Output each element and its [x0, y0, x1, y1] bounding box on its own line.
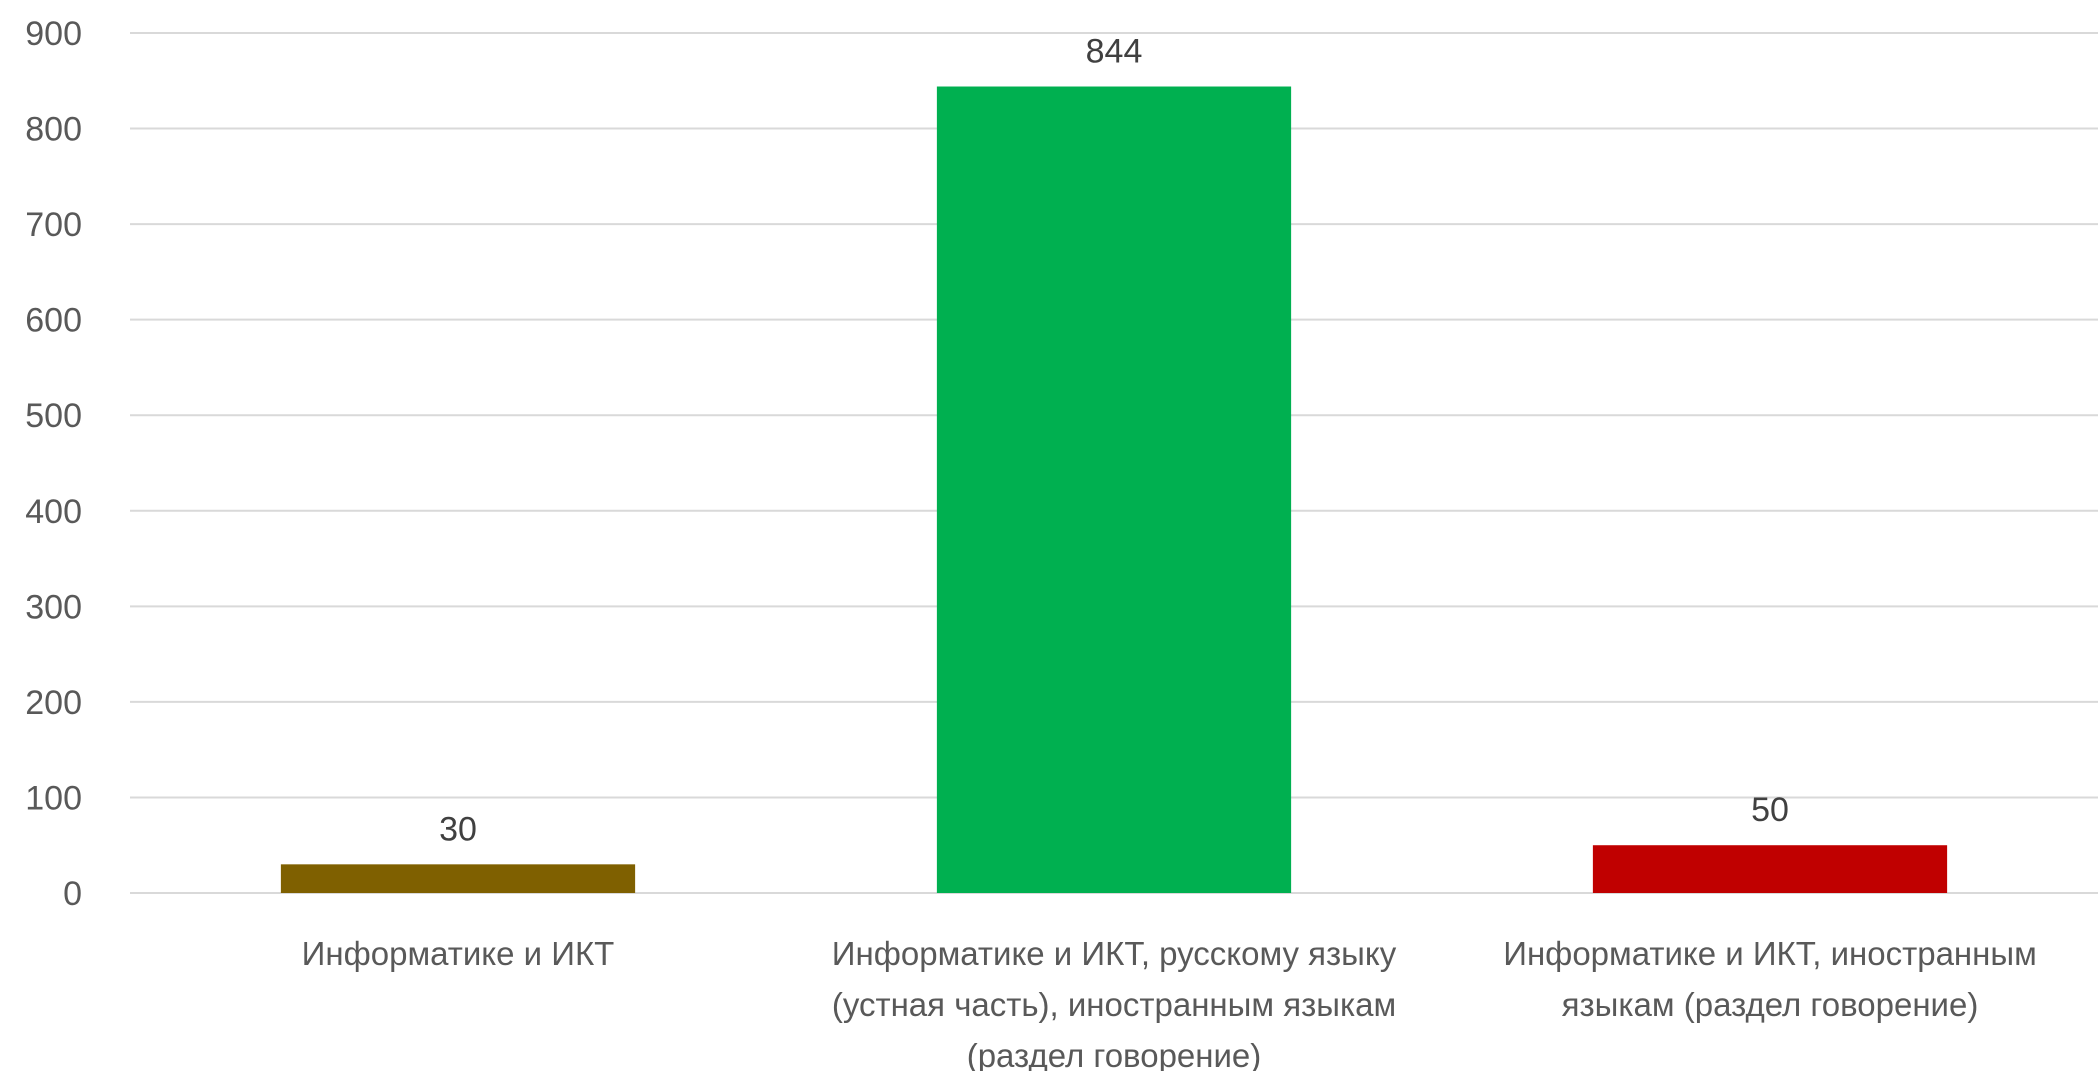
- bars: [280, 86, 1948, 893]
- y-tick-label: 700: [25, 206, 82, 244]
- data-labels: 30 844 50: [439, 33, 1789, 849]
- y-tick-label: 300: [25, 588, 82, 626]
- y-tick-label: 800: [25, 111, 82, 149]
- category-label-line: (раздел говорение): [967, 1037, 1262, 1071]
- y-tick-label: 400: [25, 493, 82, 531]
- bar-2: [936, 86, 1292, 893]
- data-label-1: 30: [439, 810, 477, 848]
- category-label-line: Информатике и ИКТ, иностранным: [1503, 935, 2037, 972]
- data-label-2: 844: [1086, 33, 1143, 71]
- category-label-3: Информатике и ИКТ, иностранным языкам (ра…: [1503, 935, 2037, 1023]
- category-label-1: Информатике и ИКТ: [302, 935, 615, 972]
- category-label-line: (устная часть), иностранным языкам: [832, 986, 1396, 1023]
- category-label-2: Информатике и ИКТ, русскому языку (устная…: [832, 935, 1397, 1071]
- y-axis-tick-labels: 0 100 200 300 400 500 600 700 800 900: [25, 15, 82, 913]
- category-label-line: языкам (раздел говорение): [1562, 986, 1979, 1023]
- y-tick-label: 100: [25, 779, 82, 817]
- bar-1: [280, 864, 636, 893]
- category-label-line: Информатике и ИКТ: [302, 935, 615, 972]
- y-tick-label: 0: [63, 875, 82, 913]
- y-tick-label: 600: [25, 302, 82, 340]
- bar-3: [1592, 845, 1948, 893]
- data-label-3: 50: [1751, 791, 1789, 829]
- y-tick-label: 900: [25, 15, 82, 53]
- y-tick-label: 500: [25, 397, 82, 435]
- category-labels: Информатике и ИКТ Информатике и ИКТ, русс…: [302, 935, 2037, 1071]
- y-tick-label: 200: [25, 684, 82, 722]
- category-label-line: Информатике и ИКТ, русскому языку: [832, 935, 1397, 972]
